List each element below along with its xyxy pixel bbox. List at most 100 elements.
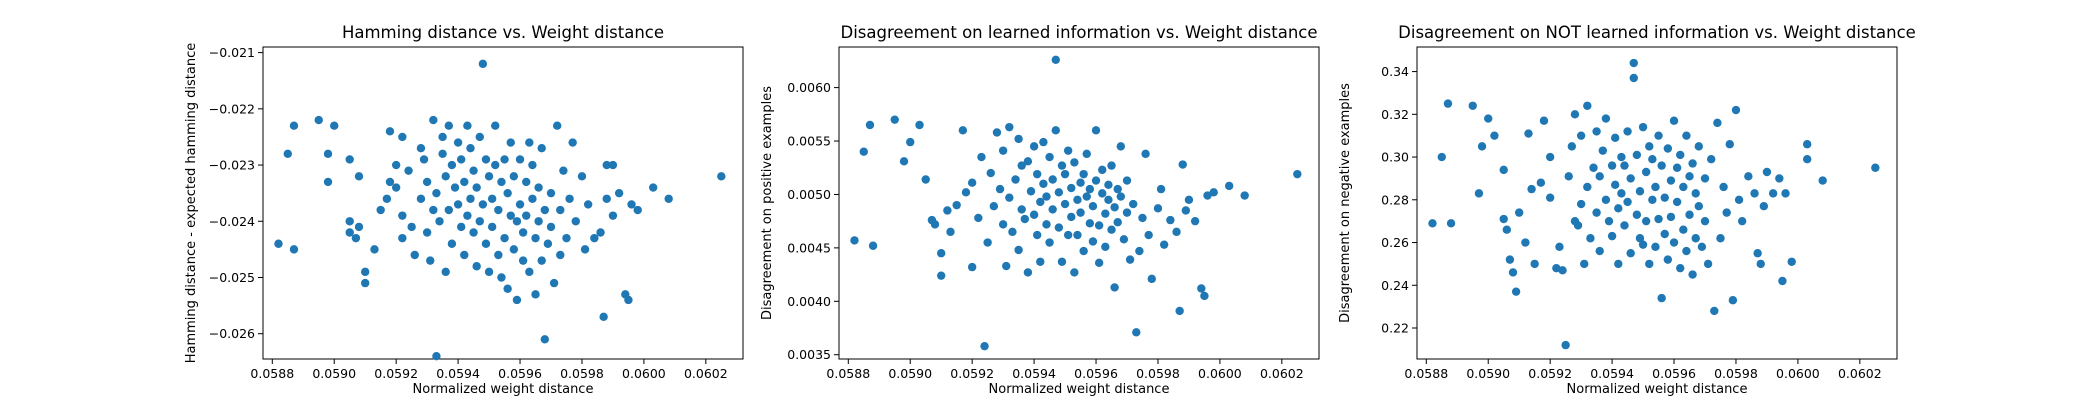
data-point bbox=[1042, 192, 1051, 201]
data-point bbox=[1107, 225, 1116, 234]
y-axis-label: Disagreement on positive examples bbox=[760, 86, 775, 320]
data-point bbox=[1011, 175, 1020, 184]
y-tick-label: 0.26 bbox=[1381, 235, 1409, 250]
data-point bbox=[354, 222, 364, 232]
data-point bbox=[1443, 99, 1453, 108]
y-axis-ticks: −0.026 −0.025 −0.024 −0.023 −0.022 −0.021 bbox=[209, 45, 263, 341]
x-tick-label: 0.0596 bbox=[1652, 366, 1696, 381]
chart-title: Disagreement on learned information vs. … bbox=[840, 23, 1317, 42]
panel-positive: 0.0588 0.0590 0.0592 0.0594 0.0596 0.0598 0.06… bbox=[760, 23, 1320, 397]
panel-hamming: 0.0588 0.0590 0.0592 0.0594 0.0596 0.0598 0.06… bbox=[184, 23, 744, 397]
data-point bbox=[274, 239, 283, 248]
data-point bbox=[627, 200, 636, 209]
data-point bbox=[432, 351, 441, 361]
data-point bbox=[1610, 133, 1620, 143]
data-point bbox=[1617, 152, 1626, 162]
data-point bbox=[1759, 202, 1769, 211]
y-tick-label: −0.024 bbox=[209, 214, 255, 229]
x-tick-label: 0.0596 bbox=[1074, 366, 1118, 381]
data-point bbox=[314, 115, 323, 125]
x-tick-label: 0.0596 bbox=[498, 366, 542, 381]
y-tick-label: −0.021 bbox=[209, 45, 255, 60]
data-point bbox=[528, 160, 537, 170]
data-point bbox=[481, 155, 491, 164]
data-point bbox=[1468, 101, 1477, 110]
data-point bbox=[1573, 221, 1583, 230]
data-point bbox=[509, 172, 519, 181]
data-point bbox=[1051, 126, 1060, 135]
data-point bbox=[528, 194, 537, 203]
data-point bbox=[360, 278, 370, 288]
data-point bbox=[1224, 181, 1234, 191]
y-tick-label: 0.0050 bbox=[787, 187, 831, 202]
data-point bbox=[1682, 246, 1691, 256]
x-axis-ticks: 0.0588 0.0590 0.0592 0.0594 0.0596 0.0598 0.06… bbox=[250, 359, 728, 381]
data-point bbox=[416, 143, 426, 153]
data-point bbox=[989, 202, 999, 211]
data-point bbox=[432, 188, 441, 198]
data-point bbox=[1032, 169, 1042, 179]
data-point bbox=[475, 132, 484, 142]
data-point bbox=[1002, 261, 1011, 271]
data-point bbox=[1029, 142, 1039, 151]
data-point bbox=[1601, 114, 1611, 123]
data-point bbox=[1437, 152, 1446, 162]
data-point bbox=[1604, 216, 1614, 226]
data-point bbox=[1623, 127, 1632, 136]
data-point bbox=[1505, 255, 1515, 264]
panel-negative: 0.0588 0.0590 0.0592 0.0594 0.0596 0.0598 0.06… bbox=[1338, 23, 1916, 397]
data-point bbox=[868, 241, 878, 250]
data-point bbox=[487, 194, 497, 203]
data-point bbox=[1629, 58, 1638, 68]
data-point bbox=[624, 295, 633, 305]
scatter-points bbox=[1428, 58, 1880, 350]
data-point bbox=[1039, 137, 1048, 147]
data-point bbox=[546, 222, 556, 232]
data-point bbox=[1057, 257, 1067, 266]
data-point bbox=[525, 267, 534, 277]
data-point bbox=[1570, 110, 1580, 119]
y-tick-label: 0.24 bbox=[1381, 278, 1409, 293]
plot-frame bbox=[838, 46, 1320, 360]
data-point bbox=[1159, 240, 1169, 249]
data-point bbox=[1051, 55, 1060, 65]
data-point bbox=[1511, 287, 1521, 296]
data-point bbox=[1036, 197, 1045, 207]
data-point bbox=[1122, 176, 1132, 185]
data-point bbox=[1580, 259, 1589, 269]
data-point bbox=[1691, 234, 1700, 243]
data-point bbox=[540, 335, 550, 344]
data-point bbox=[497, 177, 506, 187]
data-point bbox=[1645, 259, 1654, 269]
data-point bbox=[1660, 193, 1669, 202]
data-point bbox=[534, 217, 543, 226]
data-point bbox=[345, 155, 354, 164]
data-point bbox=[484, 172, 494, 181]
data-point bbox=[351, 233, 361, 243]
data-point bbox=[717, 172, 726, 181]
data-point bbox=[410, 250, 419, 260]
data-point bbox=[1029, 210, 1039, 219]
data-point bbox=[391, 160, 401, 170]
data-point bbox=[1536, 178, 1546, 187]
data-point bbox=[1088, 202, 1098, 211]
x-axis-label: Normalized weight distance bbox=[413, 382, 594, 397]
data-point bbox=[1017, 161, 1026, 170]
data-point bbox=[1719, 182, 1728, 192]
data-point bbox=[1014, 245, 1023, 255]
data-point bbox=[1190, 216, 1200, 226]
data-point bbox=[1558, 266, 1567, 275]
data-point bbox=[506, 138, 515, 147]
data-point bbox=[1576, 199, 1586, 209]
data-point bbox=[1583, 182, 1592, 192]
data-point bbox=[1663, 255, 1673, 264]
data-point bbox=[1147, 274, 1156, 284]
data-point bbox=[1032, 230, 1042, 240]
data-point bbox=[1676, 263, 1685, 273]
data-point bbox=[1101, 242, 1110, 252]
data-point bbox=[1484, 114, 1493, 123]
data-point bbox=[1660, 229, 1669, 239]
data-point bbox=[1706, 154, 1716, 164]
data-point bbox=[1107, 161, 1116, 170]
